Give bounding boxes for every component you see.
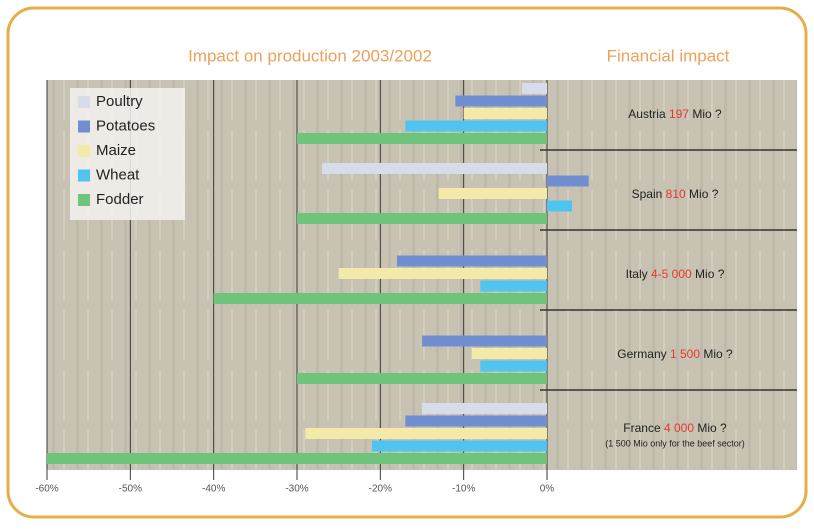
x-tick-label: -10%: [452, 484, 475, 495]
bar: [438, 188, 547, 199]
legend-swatch: [78, 169, 90, 182]
financial-unit: Mio ?: [692, 107, 722, 121]
bar: [455, 95, 547, 107]
x-tick-label: -50%: [119, 484, 142, 495]
legend-label: Poultry: [96, 93, 143, 110]
financial-unit: Mio ?: [695, 267, 725, 281]
bar: [480, 360, 547, 372]
financial-unit: Mio ?: [697, 421, 727, 435]
financial-amount: 4 000: [664, 421, 694, 435]
legend-label: Potatoes: [96, 117, 155, 134]
financial-label: Austria 197 Mio ?: [628, 107, 722, 121]
legend-label: Fodder: [96, 191, 144, 208]
bar: [297, 373, 547, 384]
legend-swatch: [78, 96, 90, 108]
bar: [547, 175, 589, 187]
x-tick-label: -60%: [35, 484, 58, 495]
bar: [472, 348, 547, 359]
financial-unit: Mio ?: [689, 187, 719, 201]
bar: [522, 83, 547, 94]
financial-amount: 197: [669, 107, 689, 121]
financial-label: Spain 810 Mio ?: [632, 187, 719, 201]
bar: [338, 268, 547, 279]
bar: [405, 120, 547, 132]
financial-amount: 1 500: [670, 347, 700, 361]
legend-label: Maize: [96, 142, 136, 159]
x-tick-label: -30%: [285, 484, 308, 495]
side-title: Financial impact: [607, 46, 730, 65]
country-name: Austria: [628, 107, 666, 121]
bar: [397, 255, 547, 267]
financial-label: Italy 4-5 000 Mio ?: [626, 267, 725, 281]
legend-swatch: [78, 145, 90, 157]
x-tick-label: -40%: [202, 484, 225, 495]
financial-label: France 4 000 Mio ?: [623, 421, 727, 435]
bar: [480, 280, 547, 292]
bar: [405, 415, 547, 427]
financial-amount: 4-5 000: [651, 267, 692, 281]
bar: [322, 163, 547, 174]
x-tick-label: 0%: [540, 484, 555, 495]
legend-swatch: [78, 194, 90, 206]
financial-label: Germany 1 500 Mio ?: [617, 347, 733, 361]
bar: [463, 108, 547, 119]
bar: [213, 293, 547, 304]
financial-note: (1 500 Mio only for the beef sector): [605, 438, 745, 448]
country-name: France: [623, 421, 661, 435]
bar: [372, 440, 547, 452]
legend-swatch: [78, 120, 90, 133]
bar: [422, 403, 547, 414]
bar: [547, 200, 572, 212]
country-name: Spain: [632, 187, 663, 201]
chart-title: Impact on production 2003/2002: [188, 46, 432, 65]
x-tick-label: -20%: [369, 484, 392, 495]
country-name: Italy: [626, 267, 648, 281]
legend-label: Wheat: [96, 166, 140, 183]
country-name: Germany: [617, 347, 666, 361]
bar: [47, 453, 547, 464]
financial-amount: 810: [666, 187, 686, 201]
bar: [297, 213, 547, 224]
bar: [297, 133, 547, 144]
bar: [305, 428, 547, 439]
bar: [422, 335, 547, 347]
financial-unit: Mio ?: [703, 347, 733, 361]
